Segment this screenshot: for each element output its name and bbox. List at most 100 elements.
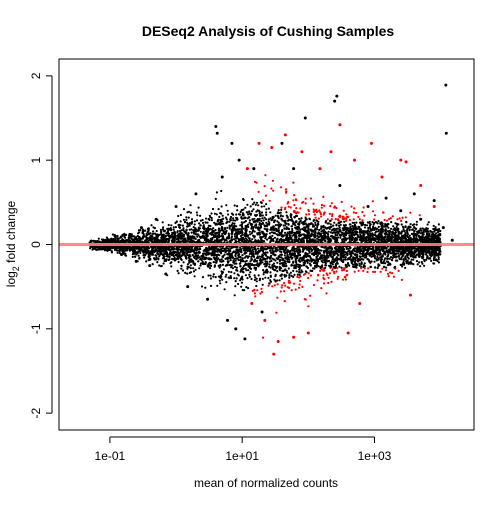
data-point [278,217,280,219]
data-point [303,227,305,229]
data-point [397,228,399,230]
data-point [417,263,419,265]
data-point [361,219,363,221]
data-point [352,237,354,239]
data-point [265,208,267,210]
data-point [377,265,379,267]
data-point [364,226,366,228]
data-point [284,252,286,254]
data-point [302,251,304,253]
data-point [287,223,289,225]
data-point [327,282,329,284]
data-point [277,249,279,251]
data-point [320,225,322,227]
data-point [374,271,376,273]
data-point [275,215,277,217]
data-point [310,274,312,276]
data-point [175,226,177,228]
data-point [281,230,283,232]
data-point [264,174,266,176]
data-point [154,233,156,235]
data-point [397,253,399,255]
data-point [216,213,218,215]
data-point [207,266,209,268]
data-point [395,229,397,231]
data-point [200,224,202,226]
data-point [117,235,119,237]
data-point [189,254,191,256]
data-point [249,231,251,233]
data-point [330,240,332,242]
data-point [170,261,172,263]
data-point [269,232,271,234]
data-point [125,255,127,257]
data-point [283,290,285,292]
data-point [353,207,355,209]
data-point [419,214,421,216]
data-point [205,261,207,263]
data-point [272,265,274,267]
data-point [349,219,351,221]
data-point [244,261,246,263]
data-point [270,276,272,278]
data-point [303,264,305,266]
data-point [369,227,371,229]
data-point [416,254,418,256]
data-point [224,258,226,260]
point-cloud [89,174,442,339]
data-point [389,271,391,273]
data-point [141,246,143,248]
data-point [347,263,349,265]
data-point [309,295,311,297]
data-point [280,207,282,209]
data-point [264,185,266,187]
data-point [260,201,262,203]
data-point [405,216,407,218]
data-point [271,235,273,237]
data-point [250,278,252,280]
data-point [276,270,278,272]
data-point [178,261,180,263]
data-point [292,262,294,264]
data-point [377,235,379,237]
data-point [250,223,252,225]
data-point [275,249,277,251]
data-point [232,267,234,269]
data-point [241,254,243,256]
data-point [437,230,439,232]
data-point [304,220,306,222]
data-point [438,256,440,258]
data-point [308,250,310,252]
data-point [308,213,310,215]
data-point [224,254,226,256]
data-point [264,277,266,279]
data-point [256,280,258,282]
data-point [283,235,285,237]
data-point [224,288,226,290]
data-point [303,262,305,264]
data-point [257,255,259,257]
data-point [309,218,311,220]
data-point [290,265,292,267]
data-point [258,191,260,193]
data-point [403,263,405,265]
data-point [305,252,307,254]
data-point [230,277,232,279]
data-point [205,254,207,256]
data-point [359,265,361,267]
data-point [277,283,279,285]
data-point [283,224,285,226]
data-point [342,251,344,253]
data-point [234,219,236,221]
data-point [257,204,259,206]
data-point [234,294,236,296]
data-point [267,285,269,287]
data-point [364,224,366,226]
data-point [392,225,394,227]
data-point [187,225,189,227]
data-point [331,218,333,220]
data-point [280,290,282,292]
data-point [215,256,217,258]
data-point [278,209,280,211]
